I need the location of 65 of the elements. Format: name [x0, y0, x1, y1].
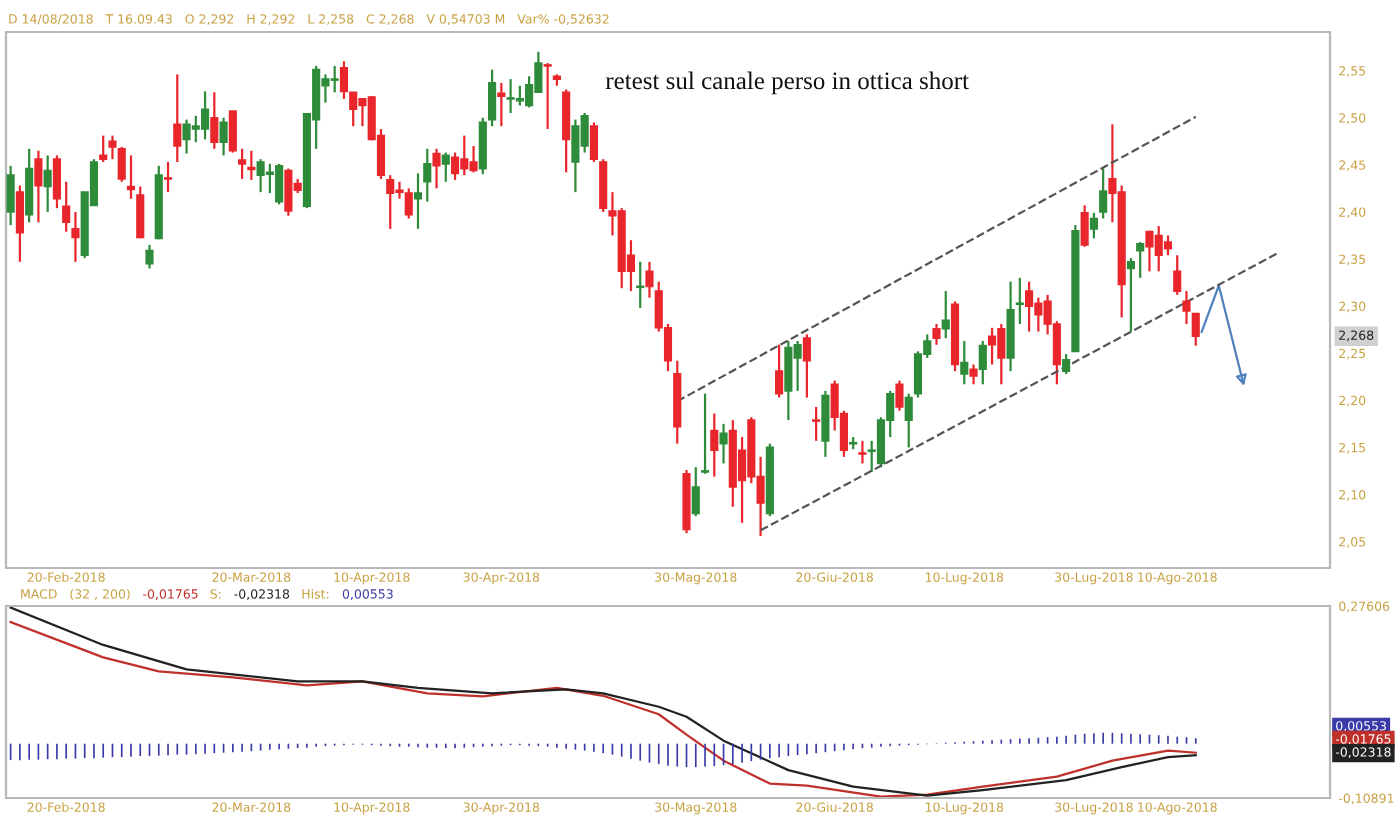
candlestick: [969, 363, 978, 386]
candlestick: [1015, 276, 1024, 326]
candlestick: [441, 151, 450, 183]
candlestick: [599, 158, 608, 214]
candlestick: [163, 160, 173, 194]
candlestick: [987, 326, 997, 366]
candlestick: [200, 90, 210, 141]
candlestick: [228, 110, 237, 154]
candlestick: [978, 339, 987, 386]
candlestick: [1080, 204, 1089, 248]
candlestick: [99, 134, 108, 164]
candlestick: [858, 439, 867, 465]
candlestick: [423, 147, 432, 203]
candlestick: [645, 260, 654, 299]
candlestick: [247, 149, 256, 181]
candlestick: [52, 154, 61, 210]
candlestick: [413, 172, 423, 230]
candlestick: [1062, 353, 1071, 376]
candlestick: [802, 333, 811, 399]
candlestick: [691, 466, 700, 518]
candlestick: [1126, 256, 1136, 333]
annotation: retest sul canale perso in ottica short: [605, 71, 969, 95]
candlestick: [126, 154, 136, 200]
candlestick: [6, 164, 15, 227]
candlestick: [1182, 289, 1191, 326]
candlestick: [1136, 240, 1145, 279]
candlestick: [904, 392, 913, 449]
candlestick: [62, 180, 71, 233]
candlestick: [941, 289, 950, 340]
candlestick: [589, 121, 599, 164]
candlestick: [1191, 312, 1200, 347]
candlestick: [1099, 167, 1108, 220]
candlestick: [210, 91, 219, 150]
candlestick: [71, 210, 80, 263]
candlestick: [238, 147, 247, 181]
candlestick: [1163, 234, 1173, 257]
candlestick: [710, 412, 719, 478]
candlestick: [700, 392, 710, 475]
candlestick: [478, 116, 487, 176]
candlestick: [15, 184, 24, 263]
candlestick: [117, 145, 126, 183]
candlestick: [488, 68, 497, 128]
candlestick: [960, 339, 969, 386]
candlestick: [775, 343, 784, 399]
candlestick: [821, 389, 830, 458]
candlestick: [450, 151, 460, 181]
candlestick: [173, 73, 182, 164]
candlestick: [108, 134, 117, 161]
candlestick: [1025, 280, 1034, 333]
candlestick: [932, 322, 941, 346]
candlestick: [812, 405, 821, 442]
candlestick: [219, 116, 228, 157]
candlestick: [43, 154, 52, 214]
candlestick: [1089, 211, 1098, 240]
candlestick: [25, 147, 34, 224]
candlestick: [562, 88, 571, 174]
candlestick: [543, 61, 552, 131]
candlestick: [497, 81, 506, 128]
candlestick: [136, 185, 145, 240]
candlestick: [895, 379, 904, 412]
candlestick: [34, 149, 43, 224]
candlestick: [145, 243, 154, 270]
candlestick: [1173, 254, 1182, 296]
candlestick: [432, 147, 441, 190]
candlestick: [719, 422, 728, 465]
